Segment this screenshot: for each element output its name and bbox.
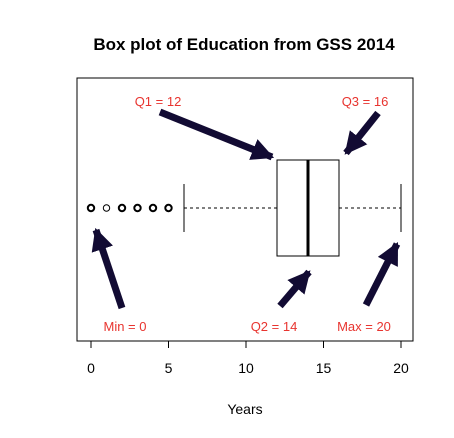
outlier-point-5 [164, 203, 173, 213]
arrow-q1 [158, 108, 275, 161]
arrow-q2 [277, 269, 312, 309]
arrow-min [91, 227, 126, 310]
chart-title: Box plot of Education from GSS 2014 [93, 35, 395, 54]
annotation-q3-label: Q3 = 16 [342, 94, 389, 109]
box-layer [183, 159, 402, 257]
x-axis-label: Years [227, 401, 262, 417]
x-tick-label-20: 20 [393, 360, 409, 376]
x-tick-label-15: 15 [316, 360, 332, 376]
arrow-max [362, 242, 401, 307]
outlier-point-1 [102, 204, 111, 212]
annotation-arrows [91, 108, 401, 310]
outlier-layer [86, 203, 173, 213]
x-tick-label-5: 5 [165, 360, 173, 376]
x-tick-label-0: 0 [87, 360, 95, 376]
annotation-min-label: Min = 0 [104, 319, 147, 334]
annotation-q2-label: Q2 = 14 [251, 319, 298, 334]
annotation-q1-label: Q1 = 12 [135, 94, 182, 109]
annotation-max-label: Max = 20 [337, 319, 391, 334]
plot-frame [76, 77, 414, 342]
outlier-point-4 [148, 203, 158, 213]
outlier-point-0 [86, 203, 96, 213]
outlier-point-2 [117, 203, 127, 213]
arrow-q3 [343, 110, 381, 156]
x-tick-label-10: 10 [238, 360, 254, 376]
outlier-point-3 [133, 203, 142, 213]
x-axis: 0 5 10 15 20 [87, 340, 409, 376]
